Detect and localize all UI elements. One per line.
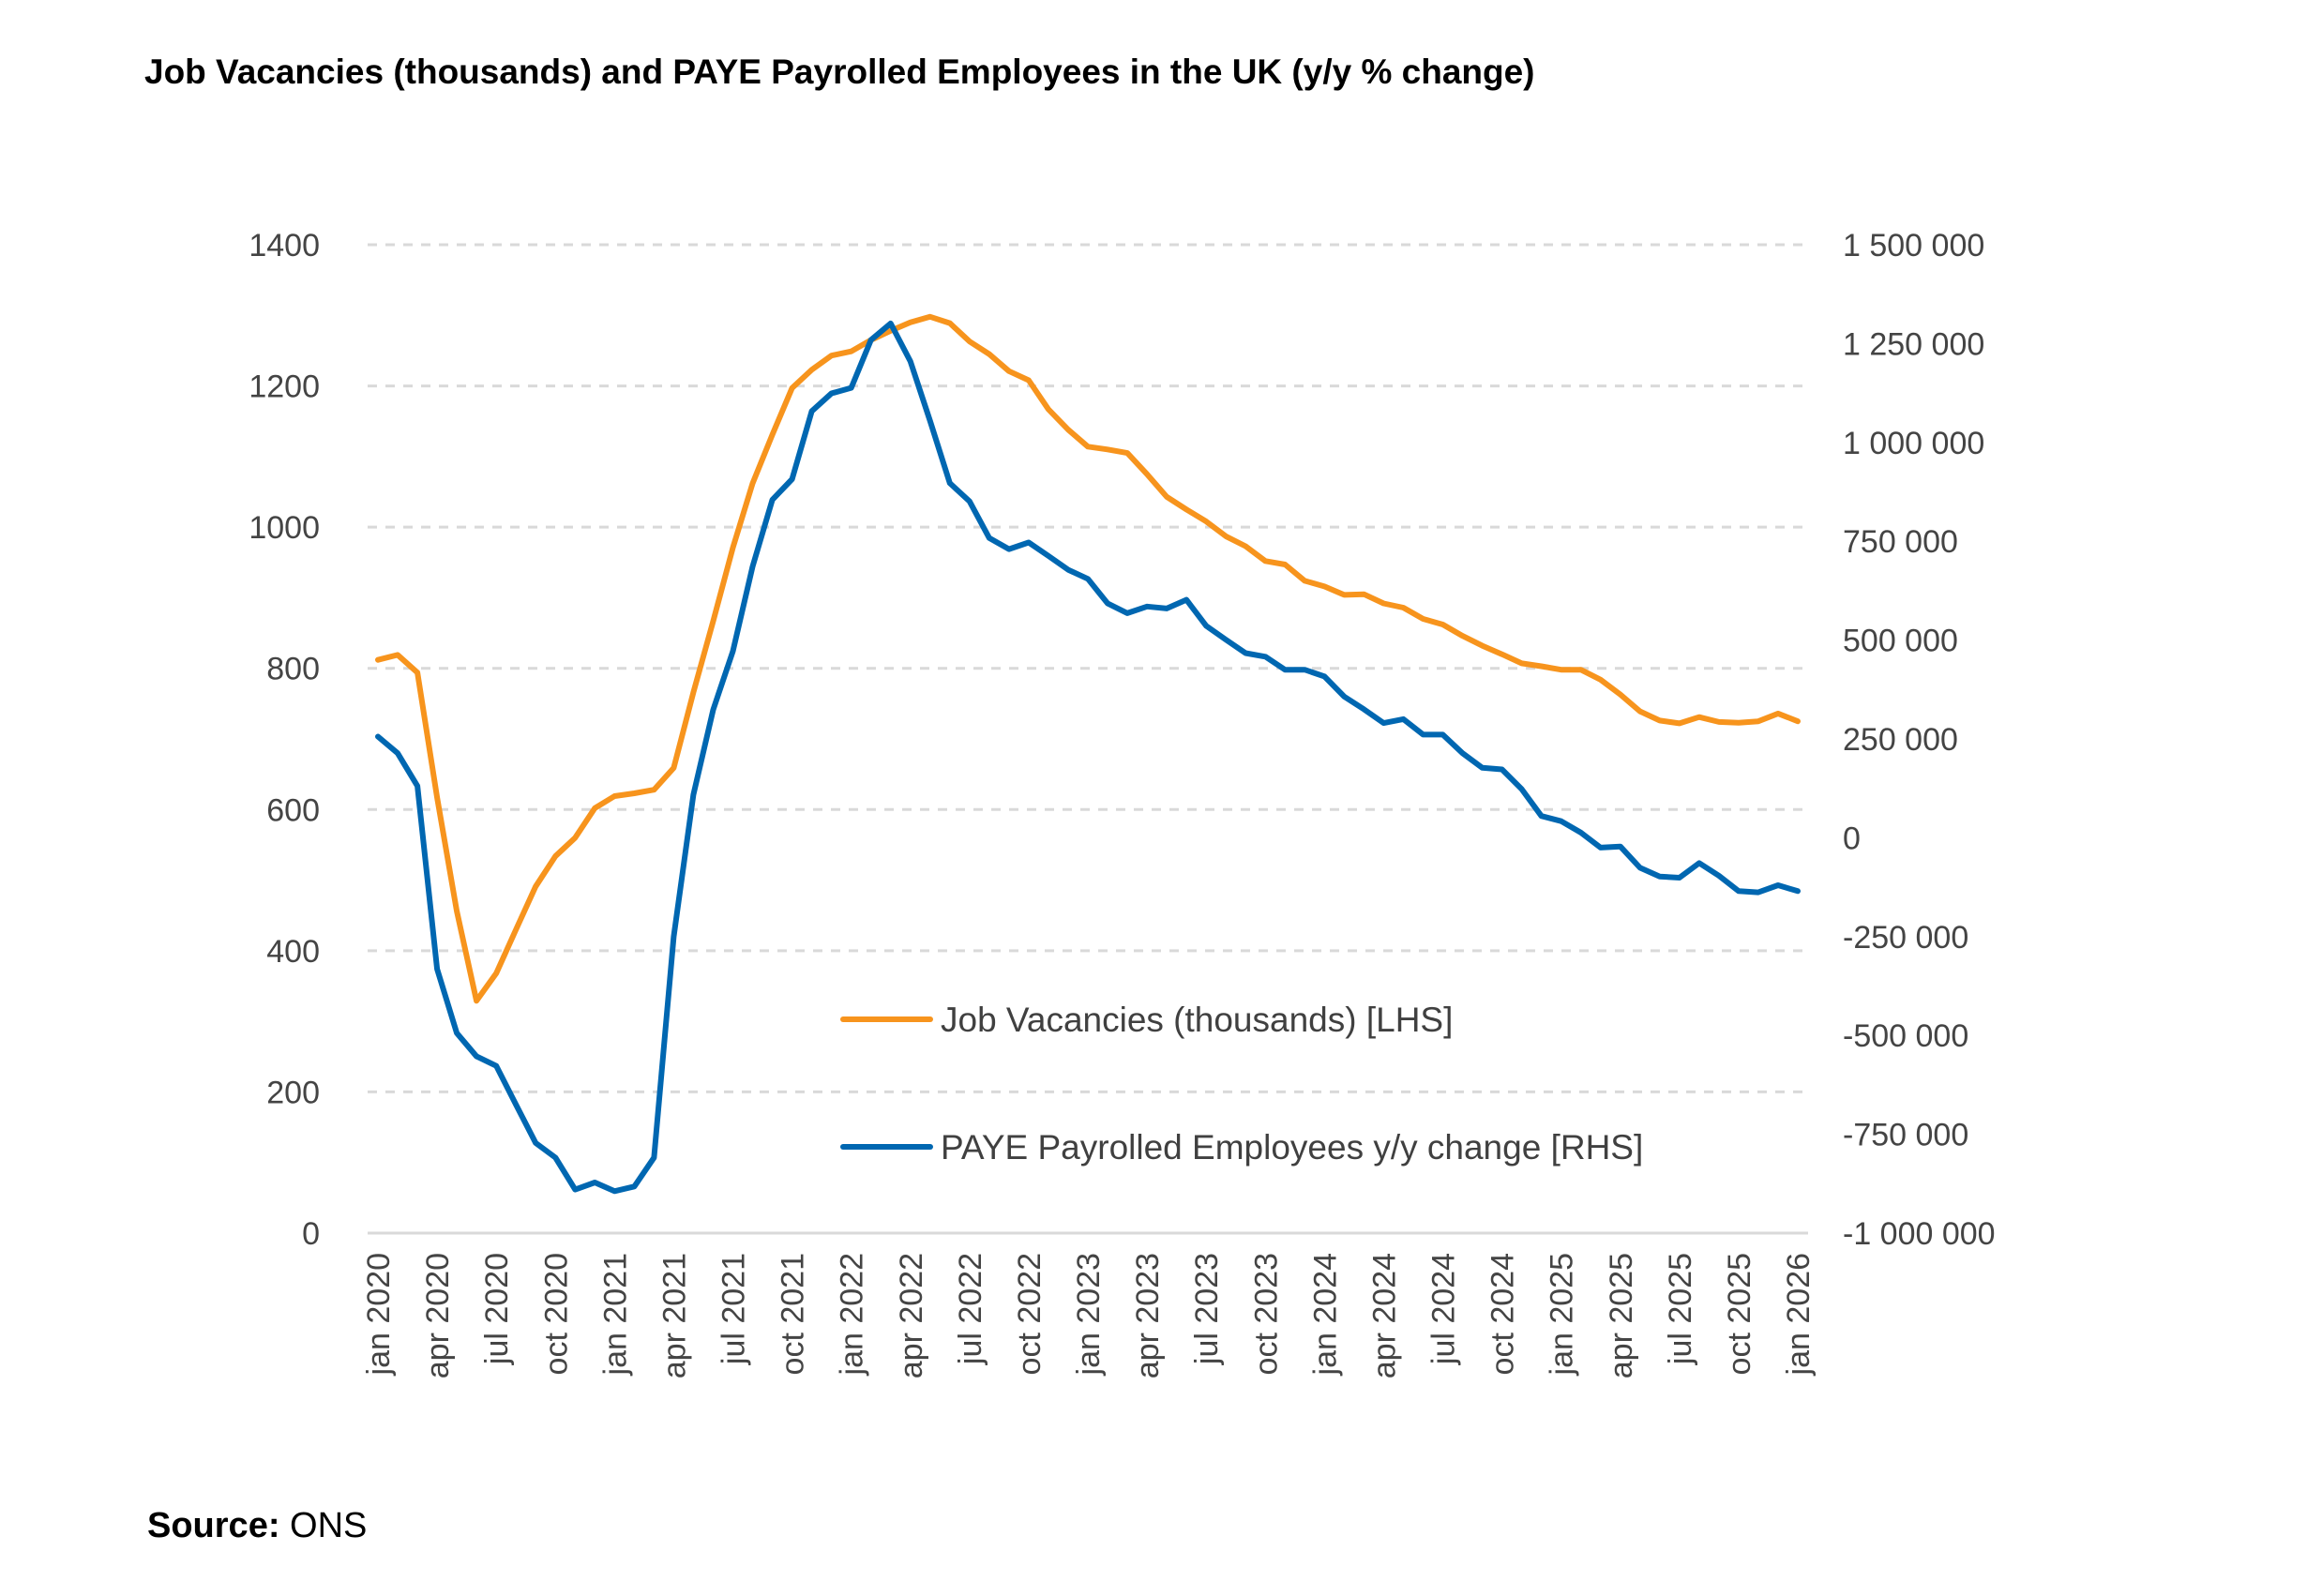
source-note: Source: ONS: [147, 1506, 367, 1546]
legend: Job Vacancies (thousands) [LHS] PAYE Pay…: [840, 1001, 1643, 1167]
right-tick-label: 0: [1843, 821, 1861, 856]
x-tick-label: jan 2022: [835, 1253, 870, 1376]
gridlines: [368, 243, 1808, 1235]
source-label: Source:: [147, 1506, 280, 1545]
left-tick-label: 1200: [249, 369, 320, 405]
legend-label-vacancies: Job Vacancies (thousands) [LHS]: [941, 1001, 1453, 1039]
left-tick-label: 1400: [249, 228, 320, 263]
x-tick-label: jan 2021: [597, 1253, 633, 1376]
x-tick-label: apr 2025: [1604, 1253, 1639, 1378]
left-tick-label: 800: [266, 652, 320, 687]
left-axis-ticks: 0 200 400 600 800 1000 1200 1400: [249, 228, 320, 1252]
right-tick-label: -500 000: [1843, 1018, 1968, 1054]
right-axis-ticks: -1 000 000 -750 000 -500 000 -250 000 0 250 0…: [1843, 228, 1996, 1252]
left-tick-label: 600: [266, 792, 320, 828]
right-tick-label: 1 500 000: [1843, 228, 1984, 263]
series-line-paye-employees: [375, 320, 1801, 1195]
x-tick-label: oct 2024: [1485, 1253, 1521, 1375]
x-tick-label: jan 2025: [1545, 1253, 1580, 1376]
left-tick-label: 200: [266, 1075, 320, 1110]
right-tick-label: 1 000 000: [1843, 426, 1984, 461]
x-tick-label: jan 2023: [1071, 1253, 1107, 1376]
x-tick-label: apr 2021: [656, 1253, 692, 1378]
right-tick-label: -250 000: [1843, 920, 1968, 956]
right-tick-label: -1 000 000: [1843, 1216, 1996, 1252]
source-value: ONS: [290, 1506, 368, 1545]
x-tick-label: jan 2024: [1307, 1253, 1343, 1376]
x-tick-label: jul 2022: [953, 1253, 988, 1365]
x-tick-label: apr 2022: [894, 1253, 929, 1378]
left-tick-label: 400: [266, 934, 320, 970]
x-tick-label: apr 2020: [420, 1253, 456, 1378]
x-tick-label: oct 2023: [1248, 1253, 1284, 1375]
series-lines: [375, 313, 1801, 1195]
x-tick-label: oct 2025: [1722, 1253, 1757, 1375]
x-tick-label: jul 2023: [1189, 1253, 1225, 1365]
x-tick-label: apr 2024: [1366, 1253, 1402, 1378]
right-tick-label: 500 000: [1843, 624, 1958, 659]
right-tick-label: 1 250 000: [1843, 326, 1984, 362]
series-line-job-vacancies: [375, 313, 1801, 1004]
x-tick-label: oct 2022: [1012, 1253, 1048, 1375]
x-tick-label: jan 2026: [1781, 1253, 1817, 1376]
x-tick-label: oct 2020: [538, 1253, 574, 1375]
left-tick-label: 1000: [249, 510, 320, 546]
x-tick-label: jul 2024: [1426, 1253, 1462, 1365]
right-tick-label: 750 000: [1843, 524, 1958, 560]
x-tick-label: oct 2021: [776, 1253, 811, 1375]
x-tick-label: jul 2021: [716, 1253, 752, 1365]
x-axis: jan 2020 apr 2020 jul 2020 oct 2020 jan 2021…: [361, 1253, 1817, 1378]
x-tick-label: jul 2020: [479, 1253, 515, 1365]
x-tick-label: jan 2020: [361, 1253, 397, 1376]
right-tick-label: 250 000: [1843, 722, 1958, 758]
right-tick-label: -750 000: [1843, 1118, 1968, 1153]
x-tick-label: apr 2023: [1130, 1253, 1166, 1378]
legend-label-paye: PAYE Payrolled Employees y/y change [RHS…: [941, 1128, 1643, 1167]
x-tick-label: jul 2025: [1663, 1253, 1698, 1365]
left-tick-label: 0: [302, 1216, 320, 1252]
chart-title: Job Vacancies (thousands) and PAYE Payro…: [144, 53, 1535, 91]
